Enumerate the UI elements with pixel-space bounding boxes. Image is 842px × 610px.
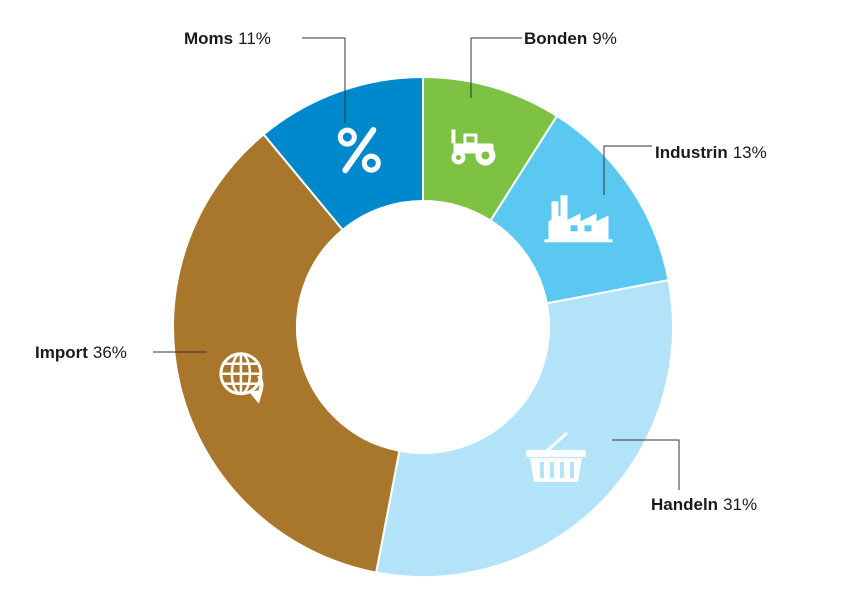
slice-moms <box>262 75 424 232</box>
globe-icon <box>219 352 264 404</box>
factory-icon <box>544 195 613 243</box>
label-moms: Moms 11% <box>184 29 271 48</box>
label-import: Import 36% <box>35 343 127 362</box>
percent-icon <box>337 127 381 174</box>
label-industrin: Industrin 13% <box>655 143 767 162</box>
label-moms-name: Moms <box>184 29 233 48</box>
label-handeln: Handeln 31% <box>651 495 757 514</box>
label-handeln-name: Handeln <box>651 495 718 514</box>
tractor-icon <box>451 129 496 166</box>
leader-handeln <box>612 439 680 490</box>
label-bonden-value: 9% <box>592 29 617 48</box>
label-industrin-value: 13% <box>733 143 767 162</box>
leader-industrin <box>603 145 652 195</box>
label-moms-value: 11% <box>238 29 271 48</box>
slices <box>172 75 674 578</box>
label-industrin-name: Industrin <box>655 143 728 162</box>
leader-bonden <box>470 37 522 98</box>
label-bonden: Bonden 9% <box>524 29 617 48</box>
labels: Bonden 9% Industrin 13% Handeln 31% Import 3… <box>35 29 767 514</box>
leader-moms <box>302 37 346 123</box>
label-import-value: 36% <box>93 343 127 362</box>
icons <box>219 127 613 482</box>
basket-icon <box>525 432 586 482</box>
slice-import <box>172 132 401 574</box>
label-bonden-name: Bonden <box>524 29 587 48</box>
label-handeln-value: 31% <box>723 495 757 514</box>
slice-handeln <box>374 278 674 578</box>
label-import-name: Import <box>35 343 88 362</box>
